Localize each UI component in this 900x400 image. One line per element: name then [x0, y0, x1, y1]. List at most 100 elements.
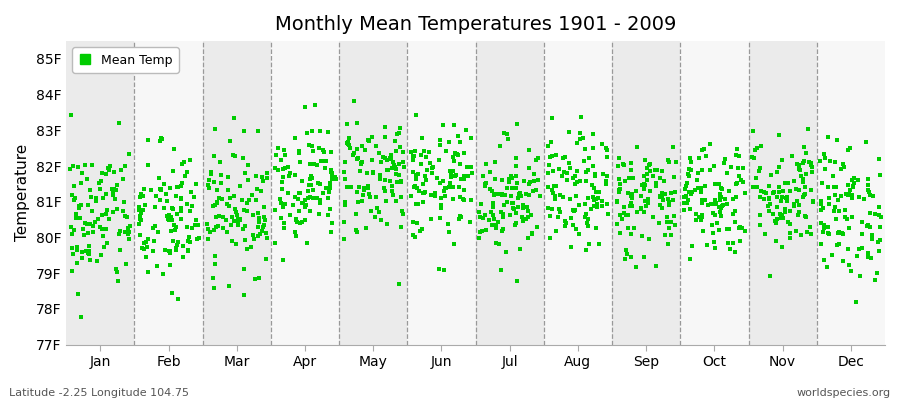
Point: [562, 129, 576, 136]
Point: [92, 179, 106, 186]
Point: [570, 178, 584, 185]
Point: [556, 155, 571, 162]
Point: [861, 222, 876, 229]
Point: [168, 245, 183, 252]
Point: [482, 216, 497, 223]
Point: [830, 137, 844, 143]
Point: [762, 196, 777, 202]
Point: [624, 191, 638, 197]
Point: [668, 221, 682, 228]
Point: [749, 174, 763, 181]
Point: [724, 164, 738, 170]
Point: [804, 160, 818, 167]
Point: [872, 248, 886, 254]
Point: [692, 155, 706, 161]
Point: [438, 185, 453, 191]
Point: [613, 230, 627, 236]
Point: [720, 226, 734, 233]
Point: [861, 176, 876, 183]
Point: [683, 159, 698, 165]
Point: [378, 155, 392, 161]
Point: [516, 202, 530, 208]
Point: [418, 153, 433, 160]
Point: [216, 225, 230, 231]
Point: [565, 175, 580, 182]
Point: [592, 241, 607, 248]
Point: [839, 190, 853, 197]
Point: [392, 281, 406, 288]
Point: [770, 204, 784, 210]
Point: [110, 182, 124, 188]
Point: [757, 189, 771, 196]
Point: [65, 231, 79, 237]
Point: [101, 165, 115, 171]
Point: [230, 212, 244, 218]
Point: [621, 189, 635, 196]
Point: [753, 143, 768, 149]
Point: [624, 160, 638, 166]
Point: [658, 191, 672, 197]
Point: [662, 158, 676, 165]
Point: [636, 182, 651, 188]
Point: [288, 194, 302, 201]
Point: [758, 231, 772, 237]
Point: [389, 148, 403, 154]
Point: [814, 207, 829, 213]
Point: [406, 157, 420, 163]
Point: [316, 190, 330, 196]
Point: [436, 267, 451, 274]
Point: [580, 167, 595, 173]
Point: [151, 175, 166, 182]
Point: [247, 236, 261, 242]
Point: [827, 184, 842, 190]
Point: [212, 213, 226, 219]
Point: [735, 225, 750, 232]
Point: [342, 142, 356, 148]
Point: [668, 189, 682, 195]
Point: [140, 243, 155, 250]
Point: [861, 254, 876, 260]
Point: [324, 149, 338, 156]
Point: [761, 195, 776, 201]
Point: [351, 198, 365, 205]
Point: [816, 257, 831, 263]
Point: [337, 236, 351, 242]
Point: [831, 196, 845, 203]
Point: [81, 230, 95, 236]
Point: [409, 176, 423, 182]
Point: [100, 206, 114, 213]
Point: [77, 220, 92, 226]
Point: [213, 180, 228, 186]
Point: [89, 258, 104, 264]
Point: [301, 188, 315, 194]
Point: [257, 216, 272, 223]
Point: [250, 210, 265, 216]
Point: [657, 178, 671, 184]
Point: [405, 218, 419, 225]
Point: [278, 152, 293, 158]
Point: [349, 120, 364, 126]
Point: [504, 193, 518, 200]
Point: [832, 208, 847, 214]
Point: [154, 187, 168, 194]
Point: [353, 168, 367, 174]
Point: [691, 170, 706, 176]
Point: [240, 246, 255, 252]
Point: [206, 275, 220, 281]
Point: [176, 254, 190, 260]
Point: [384, 187, 399, 194]
Point: [860, 186, 875, 193]
Point: [835, 258, 850, 265]
Point: [376, 154, 391, 160]
Point: [780, 219, 795, 225]
Point: [872, 204, 886, 210]
Point: [396, 149, 410, 155]
Point: [590, 204, 604, 210]
Point: [157, 204, 171, 211]
Point: [817, 155, 832, 161]
Point: [598, 178, 613, 184]
Point: [716, 202, 730, 209]
Point: [72, 203, 86, 209]
Point: [579, 247, 593, 254]
Point: [500, 131, 515, 138]
